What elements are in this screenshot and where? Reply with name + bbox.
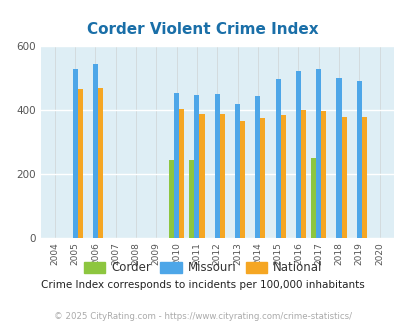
Bar — [310, 158, 315, 238]
Bar — [189, 160, 194, 238]
Bar — [179, 109, 184, 238]
Bar — [234, 104, 239, 238]
Text: Corder Violent Crime Index: Corder Violent Crime Index — [87, 22, 318, 37]
Bar — [336, 78, 341, 238]
Bar — [72, 69, 77, 238]
Bar — [93, 64, 98, 238]
Bar — [174, 93, 179, 238]
Bar — [77, 89, 83, 238]
Bar — [260, 118, 265, 238]
Bar — [194, 95, 199, 238]
Bar — [214, 94, 219, 238]
Bar — [275, 79, 280, 238]
Bar — [98, 88, 103, 238]
Legend: Corder, Missouri, National: Corder, Missouri, National — [79, 257, 326, 279]
Bar — [361, 117, 366, 238]
Bar — [168, 160, 174, 238]
Bar — [320, 111, 326, 238]
Bar — [280, 115, 285, 238]
Bar — [341, 117, 346, 238]
Bar — [300, 110, 305, 238]
Text: © 2025 CityRating.com - https://www.cityrating.com/crime-statistics/: © 2025 CityRating.com - https://www.city… — [54, 312, 351, 321]
Bar — [356, 81, 361, 238]
Bar — [219, 114, 224, 238]
Bar — [199, 114, 204, 238]
Text: Crime Index corresponds to incidents per 100,000 inhabitants: Crime Index corresponds to incidents per… — [41, 280, 364, 290]
Bar — [255, 96, 260, 238]
Bar — [239, 121, 245, 238]
Bar — [315, 69, 320, 238]
Bar — [295, 71, 300, 238]
